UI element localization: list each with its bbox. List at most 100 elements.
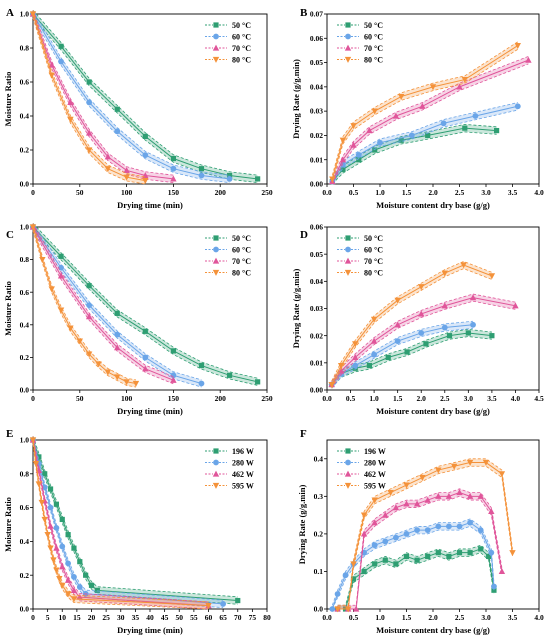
legend-label: 70 °C (364, 44, 383, 53)
y-tick-label: 0.8 (20, 469, 30, 478)
data-point (372, 147, 378, 153)
legend: 50 °C 60 °C 70 °C 80 °C (205, 21, 251, 64)
data-point (456, 550, 463, 556)
legend-label: 70 °C (232, 44, 251, 53)
data-point (477, 527, 484, 534)
data-point (71, 545, 77, 551)
x-tick-label: 25 (102, 613, 110, 622)
data-point (419, 102, 426, 109)
data-point (356, 157, 362, 163)
legend-label: 70 °C (232, 257, 251, 266)
x-tick-label: 4.0 (511, 394, 521, 403)
series-line (331, 332, 492, 385)
y-tick-label: 0.2 (314, 529, 324, 538)
legend-label: 60 °C (232, 32, 251, 41)
data-point (114, 344, 121, 351)
data-point (65, 532, 71, 538)
lower-bound-line (331, 268, 493, 389)
y-tick-label: 0.04 (310, 277, 323, 286)
data-point (370, 337, 378, 344)
series-80-c (29, 223, 140, 388)
x-tick-label: 100 (121, 188, 133, 197)
data-point (85, 147, 93, 154)
data-point (114, 128, 121, 135)
x-tick-label: 3.0 (481, 188, 491, 197)
plot-frame (32, 13, 268, 185)
y-axis-label: Drying Rate (g/g.min) (291, 59, 301, 139)
x-tick-label: 10 (59, 613, 67, 622)
lower-bound-line (32, 443, 224, 609)
data-point (366, 127, 373, 134)
data-point (462, 125, 468, 131)
y-tick-label: 0.03 (310, 304, 323, 313)
series-595-w (334, 458, 516, 613)
data-point (489, 333, 495, 339)
x-tick-label: 15 (73, 613, 81, 622)
x-tick-label: 3.5 (508, 613, 518, 622)
data-point (198, 380, 205, 387)
x-tick-label: 1.0 (369, 394, 379, 403)
y-tick-label: 0.07 (310, 10, 323, 19)
x-tick-label: 35 (132, 613, 140, 622)
lower-bound-line (337, 465, 513, 610)
legend-label: 80 °C (232, 55, 251, 64)
data-point (64, 591, 72, 598)
data-point (35, 481, 43, 488)
lower-bound-line (32, 230, 174, 385)
data-point (53, 567, 60, 574)
data-point (123, 174, 130, 181)
data-point (488, 549, 495, 556)
legend-marker (212, 482, 220, 489)
legend-marker (344, 56, 352, 63)
data-point (465, 330, 471, 336)
legend-label: 196 W (364, 447, 386, 456)
error-band (33, 223, 258, 386)
data-point (86, 99, 93, 106)
data-point (59, 563, 66, 570)
panel-letter: C (6, 229, 14, 241)
data-point (47, 486, 54, 492)
data-point (361, 568, 367, 575)
panel-letter: D (300, 229, 308, 241)
x-tick-label: 30 (117, 613, 125, 622)
lower-bound-line (331, 327, 474, 389)
data-point (403, 553, 410, 560)
data-point (41, 484, 48, 491)
data-point (486, 553, 492, 560)
series-70-c (29, 223, 177, 385)
data-point (441, 270, 448, 277)
legend: 196 W 280 W 462 W 595 W (337, 447, 386, 490)
data-point (345, 606, 352, 613)
upper-bound-line (331, 56, 529, 179)
error-band (337, 488, 502, 609)
data-point (48, 286, 55, 293)
data-point (445, 492, 453, 499)
data-point (435, 523, 442, 530)
data-point (435, 550, 441, 556)
x-tick-label: 1.5 (402, 613, 412, 622)
y-tick-label: 0.3 (314, 492, 324, 501)
data-point (29, 224, 37, 231)
data-point (142, 328, 148, 334)
data-point (42, 471, 48, 477)
data-point (491, 583, 497, 590)
series-line (32, 439, 209, 607)
data-point (94, 587, 100, 594)
data-point (70, 596, 78, 603)
x-tick-label: 50 (76, 394, 84, 403)
series-line (337, 462, 513, 610)
y-tick-label: 0.8 (20, 255, 30, 264)
x-tick-label: 50 (176, 613, 184, 622)
y-axis-label: Drying Rate (g/g.min) (297, 485, 307, 565)
data-point (58, 43, 64, 49)
data-point (56, 575, 63, 582)
data-point (71, 573, 77, 580)
data-point (142, 178, 149, 184)
data-point (59, 582, 66, 589)
lower-bound-line (32, 230, 137, 388)
data-point (77, 559, 83, 565)
legend: 50 °C 60 °C 70 °C 80 °C (205, 234, 251, 277)
legend-marker (212, 56, 220, 63)
legend-label: 595 W (232, 481, 254, 490)
series-50-c (30, 223, 261, 386)
